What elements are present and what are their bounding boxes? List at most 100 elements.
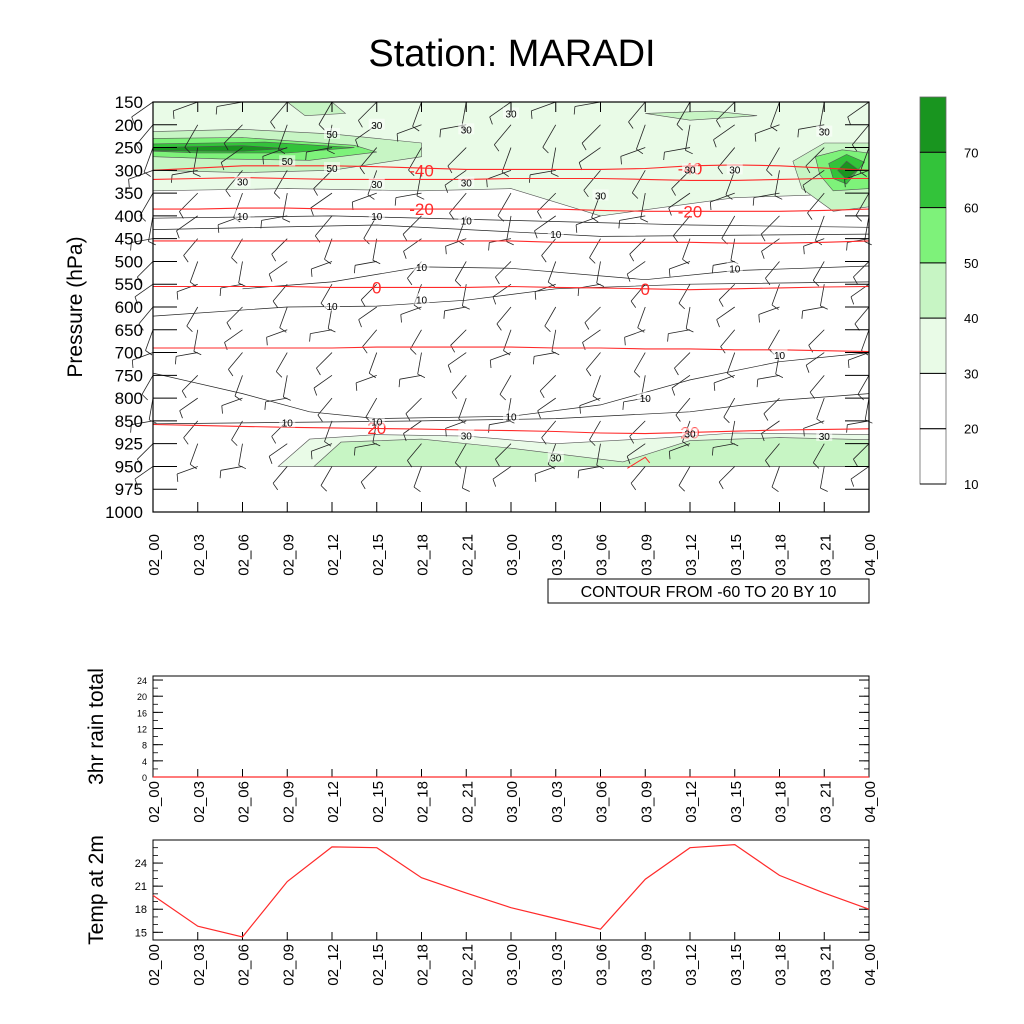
wind-barb: [537, 192, 557, 212]
wind-barb-flag: [272, 300, 279, 308]
wind-barb-flag: [579, 405, 581, 414]
wind-barb-flag: [547, 281, 556, 288]
wind-barb: [445, 238, 467, 247]
wind-barb: [399, 374, 422, 380]
wind-barb-flag: [328, 328, 336, 333]
y-tick-label: 15: [135, 927, 147, 939]
wind-barb: [718, 283, 736, 301]
x-tick-label: 02_09: [280, 781, 297, 823]
wind-barb: [664, 147, 691, 153]
x-tick-label: 02_12: [325, 944, 342, 986]
isotach-label-bg: [279, 155, 296, 167]
wind-barb-flag: [450, 345, 456, 353]
wind-barb-flag: [663, 152, 665, 161]
wind-barb-flag: [586, 369, 592, 377]
x-tick-label: 04_00: [862, 944, 879, 986]
wind-barb-flag: [360, 481, 366, 490]
wind-barb-flag: [808, 345, 814, 353]
wind-barb: [534, 352, 556, 357]
wind-barb-flag: [582, 342, 586, 351]
wind-barb: [636, 124, 646, 150]
wind-barb-flag: [492, 296, 497, 305]
wind-barb-flag: [225, 190, 231, 198]
isotach-label: 50: [326, 130, 338, 141]
colorbar-label: 40: [964, 311, 978, 326]
wind-barb: [492, 466, 512, 480]
wind-barb: [626, 443, 646, 457]
wind-barb-flag: [678, 303, 685, 310]
wind-barb: [820, 284, 825, 306]
wind-barb: [143, 147, 154, 173]
wind-barb-flag: [413, 304, 421, 310]
wind-barb: [490, 352, 512, 361]
temperature-contour-label: -20: [409, 200, 434, 219]
wind-barb-flag: [184, 147, 191, 154]
temperature-contour-label: -40: [409, 161, 434, 180]
wind-barb-flag: [596, 464, 605, 470]
wind-barb: [220, 466, 243, 471]
wind-barb-flag: [541, 437, 547, 445]
wind-barb: [815, 215, 825, 241]
wind-barb-flag: [488, 242, 490, 251]
x-tick-label: 03_09: [638, 944, 655, 986]
x-tick-label: 03_15: [728, 534, 745, 576]
wind-barb-flag: [400, 314, 402, 323]
isotach-label: 30: [461, 431, 473, 442]
wind-barb: [763, 397, 780, 414]
wind-barb: [753, 192, 780, 198]
wind-barb-flag: [489, 116, 493, 125]
wind-barb-flag: [305, 152, 307, 161]
wind-barb: [672, 215, 691, 237]
wind-barb: [853, 443, 870, 460]
wind-barb-flag: [770, 126, 778, 132]
wind-barb: [311, 261, 333, 270]
wind-barb-flag: [266, 337, 268, 346]
wind-barb: [537, 397, 556, 412]
colorbar-label: 60: [964, 201, 978, 216]
wind-barb: [179, 397, 198, 412]
x-tick-label: 02_21: [459, 944, 476, 986]
isotach-label: 30: [729, 165, 741, 176]
wind-barb-flag: [496, 323, 502, 331]
wind-barb: [726, 352, 736, 374]
wind-barb-flag: [716, 319, 720, 328]
wind-barb: [360, 283, 378, 301]
wind-barb: [358, 101, 378, 121]
wind-barb-flag: [493, 144, 500, 152]
wind-barb: [713, 261, 735, 266]
wind-barb-flag: [626, 456, 631, 464]
isotach-label-bg: [592, 189, 609, 201]
wind-barb-flag: [130, 242, 132, 251]
wind-barb-flag: [134, 296, 139, 305]
wind-barb: [268, 443, 288, 457]
wind-barb-flag: [709, 201, 712, 211]
panel-frame: [152, 839, 870, 941]
wind-barb-flag: [577, 287, 580, 297]
wind-barb-flag: [676, 124, 683, 131]
wind-barb-flag: [413, 486, 421, 493]
wind-barb: [458, 397, 467, 419]
wind-barb-flag: [630, 483, 637, 491]
wind-barb: [819, 101, 825, 128]
wind-barb-flag: [283, 396, 291, 401]
wind-barb-flag: [589, 439, 596, 446]
wind-barb: [864, 215, 870, 242]
x-tick-label: 03_18: [773, 534, 790, 576]
isotach-label: 30: [550, 453, 562, 464]
wind-barb: [186, 306, 199, 327]
wind-barb: [179, 192, 199, 212]
isotach-label: 10: [237, 212, 249, 223]
wind-barb-flag: [455, 462, 462, 469]
wind-barb-flag: [193, 172, 201, 177]
wind-barb-flag: [853, 276, 858, 285]
panel-frame: [152, 675, 870, 778]
wind-barb: [400, 306, 422, 315]
isotach-label: 10: [416, 295, 428, 306]
wind-barb-flag: [864, 241, 872, 246]
wind-barb-flag: [628, 121, 634, 129]
wind-barb: [173, 101, 198, 112]
wind-barb-flag: [551, 351, 560, 356]
wind-barb-flag: [495, 459, 500, 467]
wind-barb: [184, 124, 199, 148]
